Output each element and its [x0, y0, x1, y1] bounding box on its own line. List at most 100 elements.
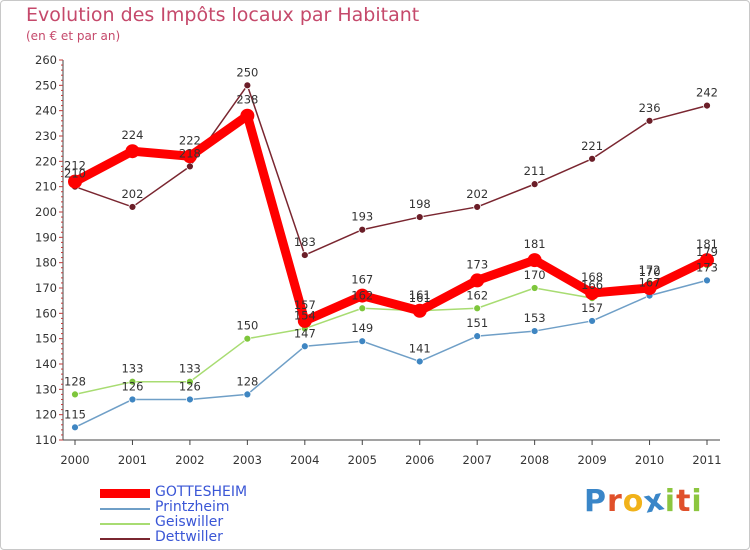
data-label-printzheim: 126	[179, 379, 201, 393]
data-point-printzheim	[473, 332, 482, 341]
data-label-printzheim: 151	[466, 316, 488, 330]
y-tick-label: 220	[35, 154, 57, 168]
data-point-dettwiller	[588, 154, 596, 163]
legend-label: GOTTESHEIM	[155, 484, 248, 500]
y-tick-label: 230	[35, 129, 57, 143]
data-point-geiswiller	[358, 304, 367, 313]
legend-swatch	[100, 538, 150, 540]
data-point-gottesheim	[297, 313, 312, 328]
data-label-gottesheim: 170	[639, 265, 661, 279]
data-label-gottesheim: 157	[294, 298, 316, 312]
y-tick-label: 160	[35, 306, 57, 320]
data-label-dettwiller: 210	[64, 167, 86, 181]
data-label-dettwiller: 183	[294, 235, 316, 249]
y-tick-label: 250	[35, 78, 57, 92]
data-label-dettwiller: 211	[524, 164, 546, 178]
data-point-gottesheim	[355, 288, 370, 303]
x-tick-label: 2010	[635, 453, 664, 467]
y-tick-label: 200	[35, 205, 57, 219]
x-tick-label: 2006	[405, 453, 434, 467]
logo-letter: r	[607, 484, 623, 519]
legend: GOTTESHEIM Printzheim Geiswiller Dettwiller	[100, 484, 340, 546]
data-labels: 210 202 218 250 183 193 198 202 211 221 236 242 115 1…	[64, 65, 718, 421]
legend-item-printzheim: Printzheim	[100, 499, 340, 516]
legend-item-geiswiller: Geiswiller	[100, 514, 340, 531]
logo-letter: o	[622, 484, 645, 519]
data-point-geiswiller	[128, 377, 137, 386]
data-point-printzheim	[71, 423, 79, 432]
data-label-geiswiller: 150	[236, 319, 258, 333]
series-line-dettwiller	[74, 84, 708, 256]
data-point-dettwiller	[358, 225, 367, 234]
data-point-printzheim	[530, 327, 539, 335]
data-label-gottesheim: 224	[121, 128, 143, 142]
chart-subtitle: (en € et par an)	[26, 29, 121, 43]
data-label-gottesheim: 222	[179, 133, 201, 147]
legend-swatch	[100, 489, 150, 498]
data-label-printzheim: 147	[294, 326, 316, 340]
data-label-printzheim: 153	[524, 311, 546, 325]
data-label-geiswiller: 162	[466, 288, 488, 302]
data-point-dettwiller	[415, 213, 424, 221]
data-point-geiswiller	[530, 284, 539, 292]
data-label-printzheim: 115	[64, 407, 86, 421]
series-line-geiswiller	[74, 264, 708, 396]
data-label-dettwiller: 193	[351, 210, 373, 224]
data-point-printzheim	[358, 337, 367, 346]
data-point-geiswiller	[243, 334, 252, 343]
data-label-printzheim: 141	[409, 341, 431, 355]
x-tick-label: 2000	[60, 453, 89, 467]
data-label-geiswiller: 166	[581, 278, 603, 292]
data-label-gottesheim: 173	[466, 257, 488, 271]
data-point-printzheim	[300, 342, 309, 351]
data-label-geiswiller: 133	[121, 362, 143, 376]
y-tick-label: 140	[35, 357, 57, 371]
data-point-dettwiller	[300, 251, 309, 259]
data-point-printzheim	[243, 390, 252, 399]
data-label-dettwiller: 218	[179, 146, 201, 160]
data-point-dettwiller	[703, 101, 711, 110]
data-point-dettwiller	[473, 203, 482, 211]
chart-title: Evolution des Impôts locaux par Habitant	[26, 4, 420, 26]
series-points	[68, 81, 714, 432]
data-point-gottesheim	[642, 281, 657, 295]
data-point-gottesheim	[68, 174, 82, 189]
logo-letter: i	[664, 484, 677, 519]
legend-label: Dettwiller	[155, 529, 223, 545]
series-line-printzheim	[74, 279, 708, 429]
data-label-gottesheim: 161	[409, 288, 431, 302]
x-tick-label: 2007	[463, 453, 492, 467]
data-point-printzheim	[415, 357, 424, 366]
y-tick-label: 240	[35, 104, 57, 118]
data-label-geiswiller: 162	[351, 288, 373, 302]
data-point-gottesheim	[412, 303, 427, 318]
data-label-gottesheim: 238	[236, 93, 258, 107]
legend-label: Printzheim	[155, 499, 230, 515]
x-tick-label: 2009	[577, 453, 606, 467]
data-point-printzheim	[128, 395, 137, 404]
data-point-dettwiller	[243, 81, 252, 90]
data-point-printzheim	[588, 317, 596, 325]
data-label-geiswiller: 161	[409, 291, 431, 305]
legend-item-gottesheim: GOTTESHEIM	[100, 484, 340, 501]
x-tick-label: 2005	[348, 453, 377, 467]
y-tick-label: 170	[35, 281, 57, 295]
x-tick-label: 2011	[692, 453, 721, 467]
y-tick-label: 110	[35, 433, 57, 447]
data-point-gottesheim	[470, 273, 485, 288]
data-label-gottesheim: 168	[581, 270, 603, 284]
x-tick-label: 2008	[520, 453, 549, 467]
legend-label: Geiswiller	[155, 514, 224, 530]
y-tick-label: 180	[35, 256, 57, 270]
y-tick-label: 130	[35, 382, 57, 396]
data-label-printzheim: 149	[351, 321, 373, 335]
data-point-dettwiller	[128, 203, 137, 211]
data-label-gottesheim: 167	[351, 273, 373, 287]
data-label-geiswiller: 128	[64, 374, 86, 388]
data-point-dettwiller	[530, 180, 539, 189]
data-point-dettwiller	[186, 162, 194, 171]
data-label-geiswiller: 179	[696, 245, 718, 259]
legend-swatch	[100, 508, 150, 510]
